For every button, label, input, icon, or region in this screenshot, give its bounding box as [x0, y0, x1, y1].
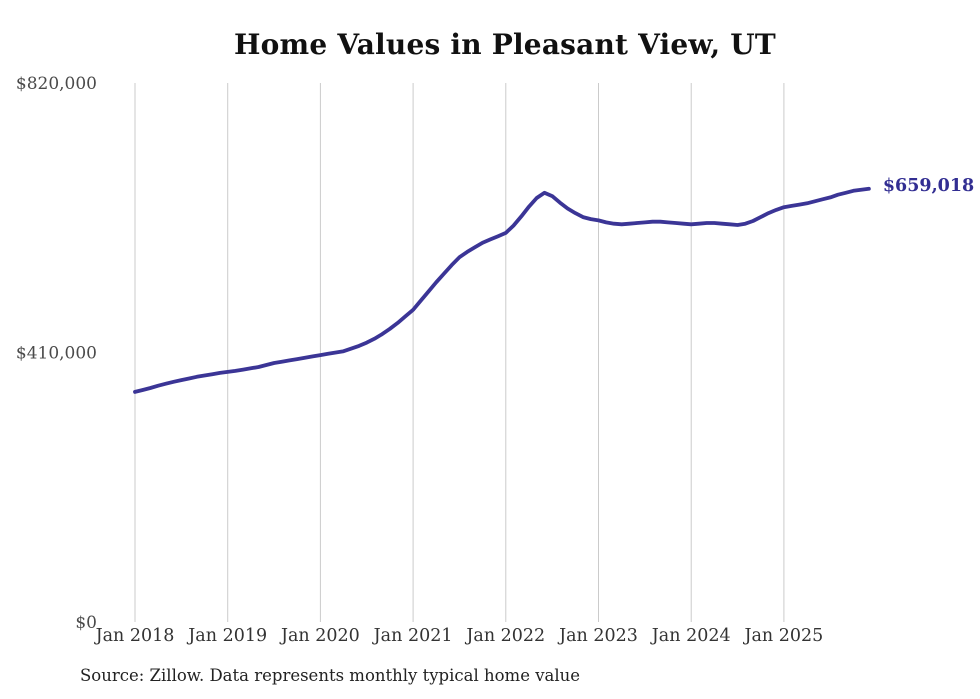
y-tick-label: $410,000 [16, 344, 97, 364]
x-tick-label: Jan 2024 [650, 626, 731, 646]
source-note: Source: Zillow. Data represents monthly … [80, 666, 581, 685]
x-tick-label: Jan 2022 [464, 626, 545, 646]
latest-value-label: $659,018 [883, 176, 974, 196]
x-tick-label: Jan 2021 [372, 626, 453, 646]
x-tick-label: Jan 2023 [557, 626, 638, 646]
x-tick-label: Jan 2025 [742, 626, 823, 646]
y-tick-label: $0 [75, 613, 97, 633]
chart-title: Home Values in Pleasant View, UT [234, 28, 776, 61]
y-tick-label: $820,000 [16, 74, 97, 94]
x-tick-label: Jan 2018 [94, 626, 175, 646]
home-value-line-series [133, 186, 871, 394]
x-tick-label: Jan 2020 [279, 626, 360, 646]
x-tick-label: Jan 2019 [186, 626, 267, 646]
